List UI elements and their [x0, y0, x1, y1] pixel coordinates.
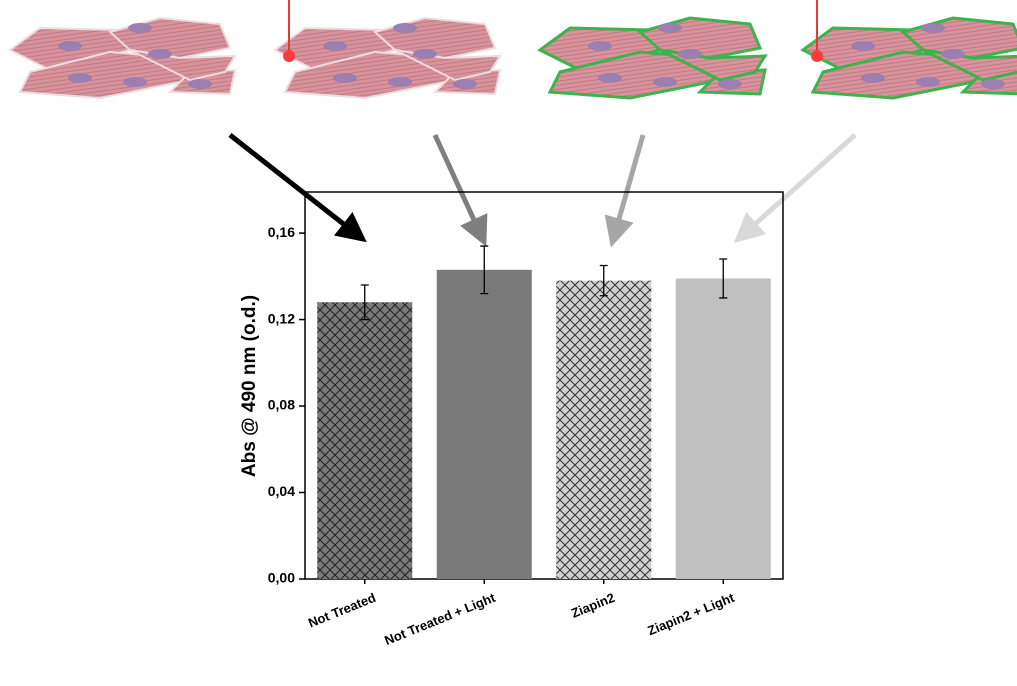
- nucleus: [123, 77, 147, 87]
- nucleus: [68, 73, 92, 83]
- cell-group: [540, 18, 765, 98]
- x-tick-label: Not Treated: [306, 590, 378, 631]
- nucleus: [678, 49, 702, 59]
- nucleus: [916, 77, 940, 87]
- nucleus: [393, 23, 417, 33]
- nucleus: [148, 49, 172, 59]
- nucleus: [598, 73, 622, 83]
- chart: Abs @ 490 nm (o.d.) 0,00 0,04 0,08 0,12 0,16…: [0, 0, 1017, 681]
- nucleus: [861, 73, 885, 83]
- nucleus: [981, 79, 1005, 89]
- y-tick-label: 0,08: [268, 397, 295, 413]
- bar: [437, 270, 532, 579]
- y-tick-label: 0,16: [268, 224, 295, 240]
- cell-group: [803, 0, 1017, 98]
- nucleus: [128, 23, 152, 33]
- y-tick-label: 0,04: [268, 483, 295, 499]
- nucleus: [453, 79, 477, 89]
- x-tick-label: Ziapin2: [569, 590, 617, 621]
- y-tick-label: 0,00: [268, 570, 295, 586]
- nucleus: [58, 41, 82, 51]
- nucleus: [921, 23, 945, 33]
- nucleus: [333, 73, 357, 83]
- nucleus: [413, 49, 437, 59]
- cell-group: [10, 18, 235, 98]
- cell-group: [275, 0, 500, 98]
- nucleus: [388, 77, 412, 87]
- x-tick-label: Not Treated + Light: [382, 590, 498, 648]
- laser-spot: [283, 50, 295, 62]
- nucleus: [323, 41, 347, 51]
- nucleus: [188, 79, 212, 89]
- arrows: [230, 135, 855, 233]
- y-axis-label: Abs @ 490 nm (o.d.): [239, 295, 260, 477]
- laser-spot: [811, 50, 823, 62]
- nucleus: [718, 79, 742, 89]
- bar: [317, 302, 412, 579]
- cell-illustrations: [10, 0, 1017, 98]
- bar: [676, 278, 771, 579]
- bar: [556, 281, 651, 579]
- nucleus: [658, 23, 682, 33]
- nucleus: [941, 49, 965, 59]
- y-tick-label: 0,12: [268, 310, 295, 326]
- nucleus: [653, 77, 677, 87]
- x-tick-label: Ziapin2 + Light: [645, 590, 737, 639]
- nucleus: [851, 41, 875, 51]
- nucleus: [588, 41, 612, 51]
